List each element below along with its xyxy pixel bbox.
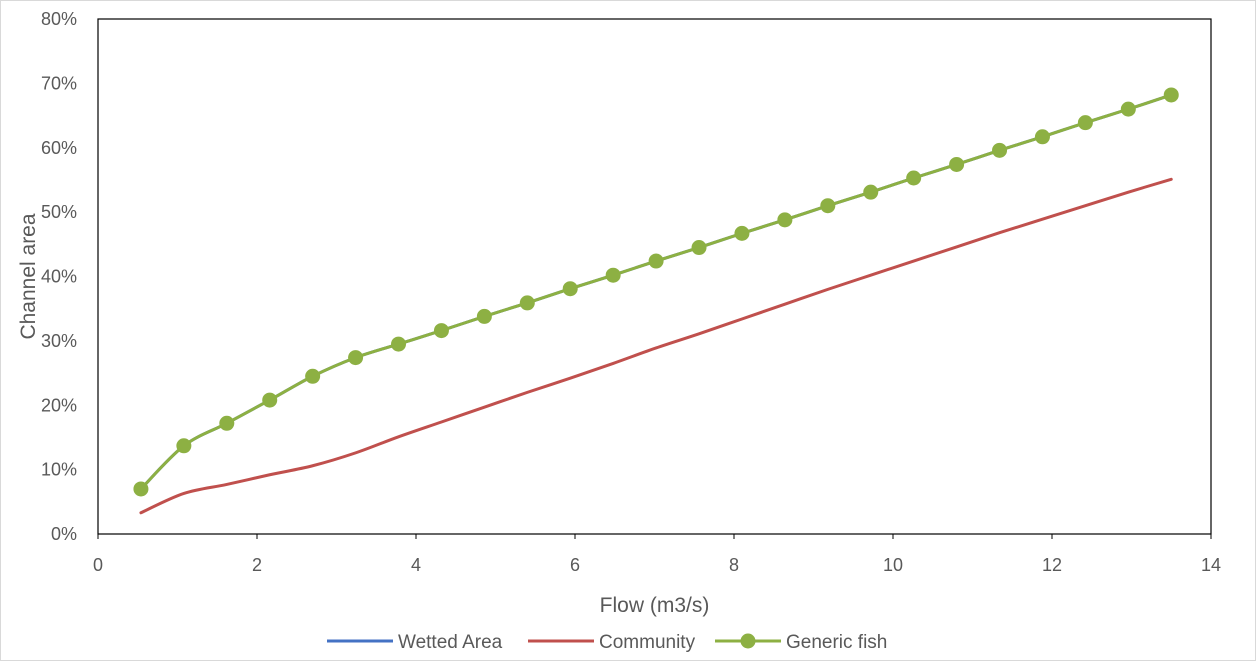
x-tick-label: 12 [1042,555,1062,575]
data-point-generic-fish [433,323,449,339]
y-axis-title: Channel area [17,213,40,339]
data-point-generic-fish [476,308,492,324]
legend-label-wetted-area: Wetted Area [398,632,503,653]
legend-label-generic-fish: Generic fish [786,632,887,653]
data-point-generic-fish [1077,115,1093,131]
x-tick-label: 6 [570,555,580,575]
y-tick-label: 50% [41,202,77,222]
data-point-generic-fish [734,225,750,241]
y-tick-label: 40% [41,267,77,287]
series-community [139,177,1173,515]
y-tick-label: 0% [51,524,77,544]
legend-item-wetted-area: Wetted Area [327,632,503,653]
series-generic-fish [133,87,1179,497]
x-tick-label: 8 [729,555,739,575]
x-tick-label: 4 [411,555,421,575]
data-point-generic-fish [1163,87,1179,103]
series-line-generic-fish [139,93,1173,491]
data-point-generic-fish [219,415,235,431]
legend-marker-generic-fish [740,633,756,649]
legend-label-community: Community [599,632,696,653]
data-point-generic-fish [691,240,707,256]
data-point-generic-fish [992,142,1008,158]
series-group [133,87,1179,515]
x-tick-label: 14 [1201,555,1221,575]
data-point-generic-fish [648,253,664,269]
tick-labels: 0 2 4 6 8 10 12 14 0% 10% 20% 30% 40% 50% 60% 70% 80% [41,9,1221,575]
data-point-generic-fish [863,184,879,200]
y-tick-label: 70% [41,73,77,93]
y-tick-label: 60% [41,138,77,158]
data-point-generic-fish [605,267,621,283]
data-point-generic-fish [348,350,364,366]
data-point-generic-fish [262,392,278,408]
data-point-generic-fish [1034,129,1050,145]
legend-item-community: Community [528,632,696,653]
x-tick-label: 10 [883,555,903,575]
data-point-generic-fish [1120,101,1136,117]
data-point-generic-fish [133,481,149,497]
data-point-generic-fish [391,336,407,352]
series-line-community [139,177,1173,515]
series-wetted-area [139,93,1173,491]
axes [97,18,1212,539]
legend-item-generic-fish: Generic fish [715,632,887,653]
data-point-generic-fish [562,281,578,297]
series-line-wetted-area [139,93,1173,491]
y-tick-label: 20% [41,395,77,415]
plot-border [97,18,1212,535]
legend: Wetted Area Community Generic fish [327,632,887,653]
data-point-generic-fish [820,198,836,214]
y-tick-label: 10% [41,460,77,480]
data-point-generic-fish [777,212,793,228]
data-point-generic-fish [305,368,321,384]
y-tick-label: 30% [41,331,77,351]
x-tick-label: 2 [252,555,262,575]
x-tick-label: 0 [93,555,103,575]
y-tick-label: 80% [41,9,77,29]
data-point-generic-fish [176,438,192,454]
data-point-generic-fish [949,156,965,172]
data-point-generic-fish [906,170,922,186]
x-axis-title: Flow (m3/s) [600,594,710,617]
data-point-generic-fish [519,295,535,311]
